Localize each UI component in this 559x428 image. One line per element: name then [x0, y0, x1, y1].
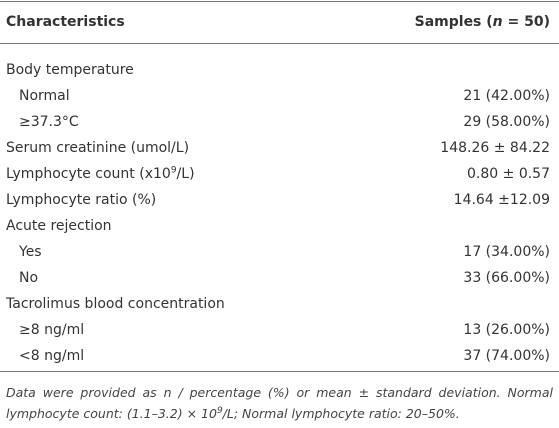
row-value: 17 (34.00%) — [463, 244, 550, 260]
row-value: 148.26 ± 84.22 — [440, 140, 550, 156]
row-label: Lymphocyte ratio (%) — [6, 192, 157, 208]
text: Samples ( — [414, 14, 493, 30]
text: n — [492, 14, 503, 30]
table-row: Yes 17 (34.00%) — [0, 239, 559, 265]
table-row: Lymphocyte count (x109/L) 0.80 ± 0.57 — [0, 161, 559, 187]
row-label: Yes — [19, 244, 42, 260]
table-row: Acute rejection — [0, 213, 559, 239]
row-label: Acute rejection — [6, 218, 112, 234]
text: 9 — [216, 405, 223, 416]
row-value: 0.80 ± 0.57 — [467, 166, 550, 182]
text: = 50) — [502, 14, 551, 30]
bottom-rule — [0, 371, 559, 372]
text: /L) — [176, 166, 195, 182]
row-value: 13 (26.00%) — [463, 322, 550, 338]
row-value: 33 (66.00%) — [463, 270, 550, 286]
table-row: <8 ng/ml 37 (74.00%) — [0, 343, 559, 369]
row-label: <8 ng/ml — [19, 348, 85, 364]
table-row: ≥37.3°C 29 (58.00%) — [0, 109, 559, 135]
row-label: Body temperature — [6, 62, 134, 78]
row-value: 29 (58.00%) — [463, 114, 550, 130]
top-rule — [0, 1, 559, 2]
row-value: 37 (74.00%) — [463, 348, 550, 364]
table-row: Serum creatinine (umol/L) 148.26 ± 84.22 — [0, 135, 559, 161]
row-label: Tacrolimus blood concentration — [6, 296, 225, 312]
row-label: ≥37.3°C — [19, 114, 79, 130]
table-row: Tacrolimus blood concentration — [0, 291, 559, 317]
row-label: Serum creatinine (umol/L) — [6, 140, 190, 156]
footnote: Data were provided as n / percentage (%)… — [6, 382, 553, 424]
row-value: 21 (42.00%) — [463, 88, 550, 104]
text: /L; Normal lymphocyte ratio: 20–50%. — [222, 406, 460, 421]
row-label: Normal — [19, 88, 70, 104]
text: Lymphocyte count (x10 — [6, 166, 171, 182]
header-cell: Characteristics — [6, 14, 125, 30]
row-label: No — [19, 270, 39, 286]
table-row: ≥8 ng/ml 13 (26.00%) — [0, 317, 559, 343]
text: Data were provided as n / percentage (%)… — [6, 385, 553, 421]
header-cell: Samples (n = 50) — [415, 9, 550, 35]
row-label: ≥8 ng/ml — [19, 322, 85, 338]
row-value: 14.64 ±12.09 — [453, 192, 550, 208]
text: 9 — [170, 165, 177, 176]
header-rule — [0, 43, 559, 44]
table-row: Body temperature — [0, 57, 559, 83]
table-row: Lymphocyte ratio (%) 14.64 ±12.09 — [0, 187, 559, 213]
row-label: Lymphocyte count (x109/L) — [6, 161, 195, 187]
table-row: Normal 21 (42.00%) — [0, 83, 559, 109]
table-row: No 33 (66.00%) — [0, 265, 559, 291]
header-row: Characteristics Samples (n = 50) — [0, 9, 559, 35]
